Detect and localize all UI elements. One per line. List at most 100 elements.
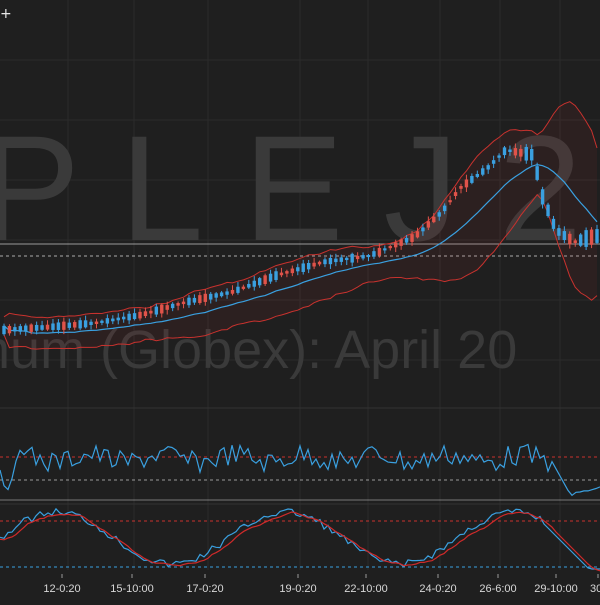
- candle-body: [29, 324, 33, 332]
- candle-body: [7, 325, 12, 334]
- candle-body: [551, 218, 556, 229]
- candle-body: [546, 204, 550, 217]
- candle-body: [448, 200, 452, 203]
- candle-body: [257, 278, 262, 286]
- stochastic-d-line: [0, 511, 600, 572]
- grid-lines: [0, 0, 600, 570]
- candle-body: [181, 301, 186, 305]
- candle-body: [274, 271, 278, 280]
- time-axis-label: 19-0:20: [279, 583, 316, 595]
- candle-body: [225, 291, 229, 295]
- candle-body: [209, 293, 213, 300]
- crosshair-icon[interactable]: +: [0, 6, 12, 22]
- candle-body: [121, 316, 126, 320]
- candle-body: [568, 233, 572, 245]
- time-axis-label: 29-10:00: [534, 583, 577, 595]
- candle-body: [241, 286, 246, 289]
- candle-body: [73, 322, 77, 328]
- candle-body: [2, 325, 6, 335]
- candle-body: [339, 257, 344, 262]
- candle-body: [56, 322, 61, 330]
- candle-body: [236, 286, 240, 293]
- time-axis: 12-0:20 15-10:00 17-0:20 19-0:20 22-10:00 24-…: [43, 574, 600, 595]
- candle-body: [268, 273, 273, 282]
- candle-body: [18, 326, 23, 332]
- candle-body: [252, 280, 256, 287]
- candle-body: [486, 165, 490, 170]
- candle-body: [578, 234, 583, 246]
- candle-body: [214, 293, 218, 298]
- candle-body: [470, 175, 474, 183]
- candle-body: [160, 304, 164, 314]
- oscillator-panel[interactable]: [0, 443, 600, 501]
- candle-body: [24, 325, 28, 332]
- stochastic-k-line: [0, 507, 600, 570]
- candle-body: [426, 221, 431, 228]
- candle-body: [45, 324, 50, 330]
- candle-body: [540, 189, 545, 205]
- candle-body: [334, 258, 338, 263]
- candle-body: [34, 324, 39, 331]
- candle-body: [513, 148, 518, 156]
- candle-body: [328, 257, 333, 265]
- candle-body: [116, 317, 120, 321]
- time-axis-label: 26-6:00: [479, 583, 516, 595]
- candle-body: [176, 303, 180, 306]
- candle-body: [383, 248, 387, 251]
- candle-body: [535, 166, 539, 180]
- candle-body: [399, 239, 403, 246]
- candle-body: [154, 306, 159, 315]
- candle-body: [345, 257, 349, 261]
- candle-body: [366, 255, 371, 258]
- candle-body: [589, 229, 594, 245]
- candle-body: [132, 313, 137, 320]
- candle-body: [296, 267, 300, 272]
- candle-body: [219, 292, 224, 297]
- candle-body: [230, 289, 235, 294]
- candle-body: [100, 320, 104, 323]
- candle-body: [67, 322, 71, 328]
- candle-body: [524, 146, 528, 161]
- candle-body: [404, 237, 409, 243]
- candle-body: [78, 320, 82, 329]
- candle-body: [355, 255, 360, 260]
- candle-body: [394, 242, 398, 248]
- candle-body: [62, 321, 66, 330]
- moving-average-line: [3, 163, 598, 334]
- candle-body: [83, 320, 88, 328]
- candle-body: [573, 240, 577, 243]
- candle-body: [562, 231, 567, 240]
- time-axis-label: 12-0:20: [43, 583, 80, 595]
- price-panel[interactable]: [0, 101, 600, 350]
- candle-body: [312, 262, 316, 267]
- time-axis-label: 15-10:00: [110, 583, 153, 595]
- candle-body: [263, 275, 267, 285]
- candles: [2, 143, 599, 336]
- candle-body: [377, 247, 382, 256]
- candle-body: [388, 246, 392, 249]
- candle-body: [432, 216, 436, 223]
- candle-body: [530, 149, 534, 161]
- candle-body: [279, 272, 284, 276]
- candle-body: [301, 263, 305, 272]
- candle-body: [323, 259, 327, 265]
- stochastic-panel[interactable]: [0, 507, 600, 572]
- candle-body: [192, 297, 197, 303]
- candle-body: [105, 318, 110, 324]
- candle-body: [143, 311, 148, 317]
- bollinger-lower-band: [3, 193, 598, 350]
- candle-body: [165, 305, 169, 310]
- candle-body: [187, 297, 191, 306]
- candle-body: [497, 155, 501, 158]
- candle-body: [595, 229, 599, 243]
- candle-body: [519, 148, 523, 157]
- candle-body: [491, 160, 496, 164]
- candle-body: [317, 261, 322, 265]
- candle-body: [111, 318, 115, 322]
- candle-body: [481, 168, 485, 175]
- candle-body: [170, 303, 175, 309]
- candle-body: [361, 255, 365, 259]
- candle-body: [127, 313, 131, 321]
- candle-body: [247, 283, 251, 288]
